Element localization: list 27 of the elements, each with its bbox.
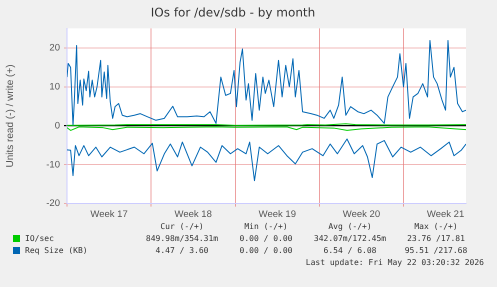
x-tick-label: Week 20 <box>342 208 380 220</box>
y-tick-label: 10 <box>49 81 60 92</box>
text: 23.76 /17.81 <box>407 234 465 243</box>
x-tick-label: Week 17 <box>90 208 128 220</box>
text: 849.98m/354.31m <box>146 234 218 243</box>
y-tick-label: 0 <box>54 120 60 132</box>
y-tick-label: -10 <box>46 159 60 170</box>
legend-label: IO/sec <box>24 234 54 243</box>
text: 0.00 / 0.00 <box>240 246 292 255</box>
x-tick-label: Week 18 <box>174 208 212 220</box>
text: 0.00 / 0.00 <box>240 234 292 243</box>
text: Avg (-/+) <box>328 222 372 231</box>
text: Cur (-/+) <box>160 222 204 231</box>
text: Last update: Fri May 22 03:20:32 2026 <box>306 258 484 267</box>
y-tick-label: -20 <box>46 198 60 210</box>
text: Min (-/+) <box>244 222 288 231</box>
y-tick-label: 20 <box>49 42 60 54</box>
text: 342.07m/172.45m <box>314 234 386 243</box>
x-tick-label: Week 19 <box>258 208 296 220</box>
text: Max (-/+) <box>414 222 458 231</box>
legend-label: Req Size (KB) <box>24 246 88 255</box>
text: 6.54 / 6.08 <box>324 246 376 255</box>
text: 4.47 / 3.60 <box>156 246 208 255</box>
text: 95.51 /217.68 <box>404 246 468 255</box>
y-axis-title: Units read (-) / write (+) <box>4 64 16 168</box>
chart-title: IOs for /dev/sdb - by month <box>150 5 316 20</box>
x-tick-label: Week 21 <box>426 208 464 220</box>
